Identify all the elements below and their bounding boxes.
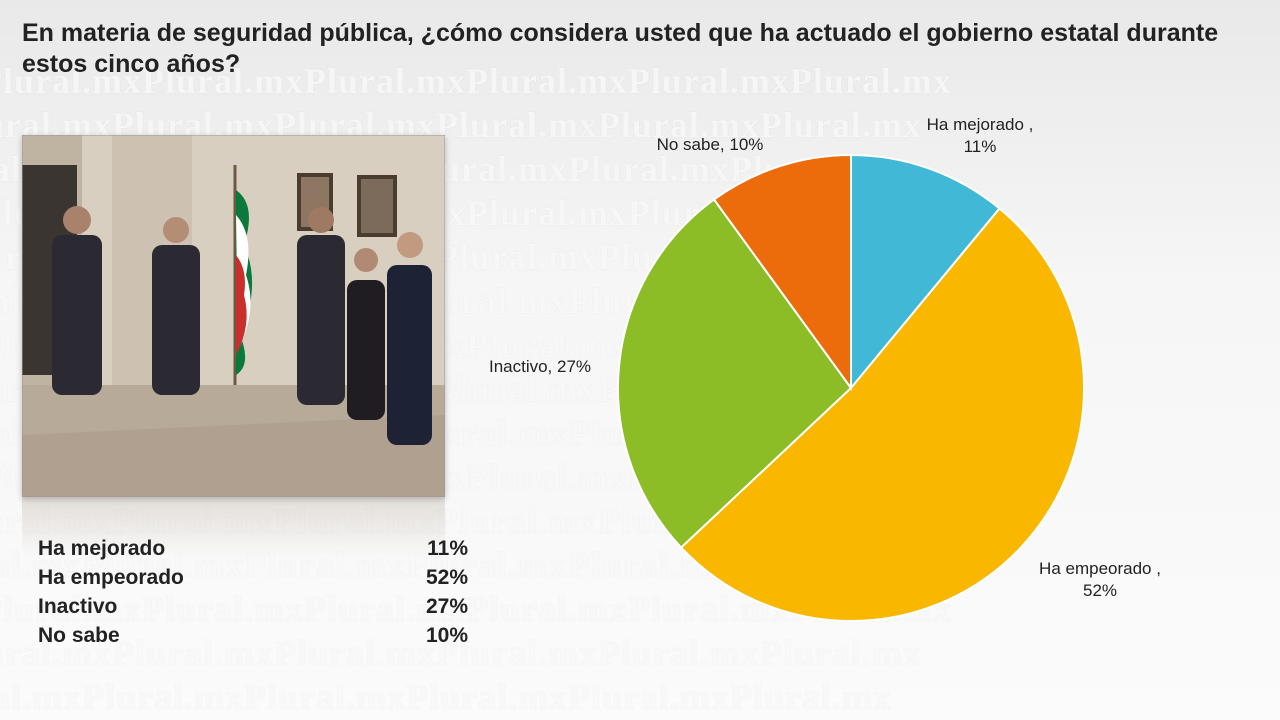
summary-value: 10% bbox=[425, 624, 468, 647]
summary-table: Ha mejorado 11% Ha empeorado 52% Inactiv… bbox=[38, 537, 468, 653]
pie-slice-ha-mejorado bbox=[850, 153, 1001, 391]
summary-value: 27% bbox=[425, 595, 468, 618]
photo-reflection bbox=[22, 497, 445, 557]
summary-row: Ha empeorado 52% bbox=[38, 566, 468, 595]
summary-label: Inactivo bbox=[38, 595, 118, 618]
page-title: En materia de seguridad pública, ¿cómo c… bbox=[22, 19, 1219, 78]
summary-label: No sabe bbox=[38, 624, 120, 647]
officials-photo bbox=[22, 135, 445, 497]
pie-chart: Ha mejorado , 11% Ha empeorado , 52% Inactiv… bbox=[489, 115, 1161, 622]
summary-row: No sabe 10% bbox=[38, 624, 468, 653]
summary-row: Ha mejorado 11% bbox=[38, 537, 468, 566]
watermark-row: Plural.mxPlural.mxPlural.mxPlural.mxPlur… bbox=[0, 677, 892, 717]
summary-label: Ha mejorado bbox=[38, 537, 166, 560]
summary-row: Inactivo 27% bbox=[38, 595, 468, 624]
pie-label-ha-mejorado: Ha mejorado , 11% bbox=[927, 115, 1034, 156]
pie-label-no-sabe: No sabe, 10% bbox=[657, 135, 764, 154]
summary-label: Ha empeorado bbox=[38, 566, 184, 589]
pie-slice-no-sabe bbox=[712, 153, 852, 392]
pie-slice-inactivo bbox=[617, 198, 853, 549]
pie-slice-ha-empeorado bbox=[679, 207, 1085, 622]
pie-label-inactivo: Inactivo, 27% bbox=[489, 357, 591, 376]
summary-value: 52% bbox=[425, 566, 468, 589]
summary-value: 11% bbox=[427, 537, 468, 560]
pie-label-ha-empeorado: Ha empeorado , 52% bbox=[1039, 559, 1161, 600]
